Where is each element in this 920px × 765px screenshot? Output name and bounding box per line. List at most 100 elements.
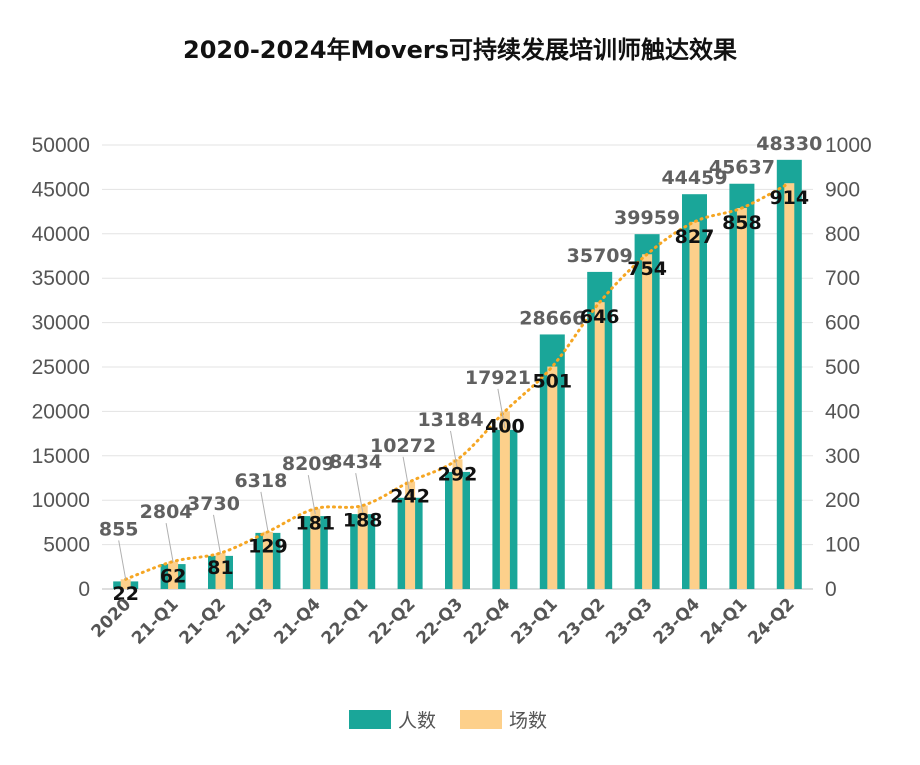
bar-sessions	[736, 208, 747, 589]
data-label-people: 39959	[614, 207, 680, 229]
leader-line	[213, 514, 221, 554]
bar-sessions	[499, 411, 510, 589]
bar-sessions	[215, 553, 226, 589]
y-right-tick-label: 1000	[825, 134, 872, 157]
bar-sessions	[689, 221, 700, 589]
leader-line	[307, 475, 316, 515]
y-right-tick-label: 400	[825, 400, 860, 423]
data-label-sessions: 914	[769, 187, 809, 209]
data-label-people: 10272	[370, 435, 436, 457]
y-right-tick-label: 100	[825, 534, 860, 557]
leader-line	[355, 473, 364, 513]
x-tick-label: 22-Q3	[413, 594, 467, 648]
data-label-people: 28666	[519, 307, 585, 329]
y-left-tick-label: 35000	[32, 267, 90, 290]
data-label-people: 17921	[465, 367, 531, 389]
leader-line	[497, 388, 506, 428]
data-label-people: 48330	[756, 133, 822, 155]
bars	[113, 159, 802, 590]
bar-sessions	[310, 508, 321, 589]
y-left-tick-label: 5000	[43, 534, 90, 557]
y-right-tick-label: 0	[825, 578, 837, 601]
data-label-sessions: 242	[390, 486, 430, 508]
bar-sessions	[357, 505, 368, 589]
trendline-path	[124, 181, 791, 581]
x-axis: 202021-Q121-Q221-Q321-Q422-Q122-Q222-Q32…	[88, 594, 799, 649]
leader-line	[260, 491, 269, 531]
leader-line	[118, 540, 127, 580]
bar-sessions	[262, 531, 273, 589]
y-left-tick-label: 20000	[32, 400, 90, 423]
y-left-tick-label: 50000	[32, 134, 90, 157]
data-label-sessions: 22	[112, 583, 138, 605]
data-label-sessions: 754	[627, 258, 667, 280]
data-label-people: 3730	[187, 493, 240, 515]
right-y-axis: 0 100 200 300 400 500 600 700 800 900 1000	[825, 134, 872, 601]
data-labels: 855 22 2804 62 3730 81 6318 129 8209 181 8434 188 10…	[99, 133, 822, 605]
data-label-people: 35709	[567, 245, 633, 267]
data-label-people: 8209	[282, 453, 335, 475]
data-label-people: 2804	[140, 501, 193, 523]
y-right-tick-label: 800	[825, 223, 860, 246]
legend-swatch-people	[349, 710, 391, 729]
x-tick-label: 21-Q3	[223, 594, 277, 648]
y-left-tick-label: 30000	[32, 312, 90, 335]
x-tick-label: 22-Q2	[365, 594, 419, 648]
data-label-sessions: 501	[532, 371, 572, 393]
y-right-tick-label: 900	[825, 178, 860, 201]
data-label-sessions: 181	[295, 513, 335, 535]
x-tick-label: 21-Q2	[176, 594, 230, 648]
leader-line	[165, 523, 174, 563]
data-label-sessions: 62	[160, 565, 186, 587]
y-left-tick-label: 15000	[32, 445, 90, 468]
bar-sessions	[784, 183, 795, 589]
leader-line	[402, 456, 411, 496]
data-label-sessions: 646	[580, 306, 620, 328]
x-tick-label: 24-Q2	[744, 594, 798, 648]
data-label-sessions: 188	[343, 510, 383, 532]
x-tick-label: 24-Q1	[697, 594, 751, 648]
x-tick-label: 23-Q1	[507, 594, 561, 648]
data-label-sessions: 81	[207, 557, 233, 579]
y-left-tick-label: 0	[78, 578, 90, 601]
bar-sessions	[405, 481, 416, 589]
chart-title: 2020-2024年Movers可持续发展培训师触达效果	[183, 36, 737, 64]
x-tick-label: 22-Q4	[460, 594, 515, 649]
legend-label-people: 人数	[398, 710, 436, 732]
bar-sessions	[168, 561, 179, 589]
y-right-tick-label: 700	[825, 267, 860, 290]
x-tick-label: 23-Q4	[650, 594, 705, 649]
y-left-tick-label: 10000	[32, 489, 90, 512]
bar-sessions	[594, 302, 605, 589]
left-y-axis: 0 5000 10000 15000 20000 25000 30000 35000 40000…	[32, 134, 90, 601]
data-label-sessions: 129	[248, 536, 288, 558]
y-right-tick-label: 200	[825, 489, 860, 512]
data-label-sessions: 858	[722, 212, 762, 234]
data-label-sessions: 827	[675, 226, 715, 248]
legend-label-sessions: 场数	[509, 710, 547, 732]
x-tick-label: 21-Q4	[270, 594, 325, 649]
leader-line	[450, 430, 458, 471]
bar-sessions	[547, 366, 558, 589]
y-left-tick-label: 25000	[32, 356, 90, 379]
bar-sessions	[642, 254, 653, 589]
y-left-tick-label: 45000	[32, 178, 90, 201]
bar-sessions	[452, 459, 463, 589]
y-left-tick-label: 40000	[32, 223, 90, 246]
data-label-people: 6318	[234, 470, 287, 492]
data-label-sessions: 292	[438, 463, 478, 485]
x-tick-label: 22-Q1	[318, 594, 372, 648]
y-right-tick-label: 300	[825, 445, 860, 468]
data-label-people: 44459	[661, 167, 727, 189]
data-label-people: 13184	[417, 409, 483, 431]
y-right-tick-label: 500	[825, 356, 860, 379]
y-right-tick-label: 600	[825, 312, 860, 335]
x-tick-label: 23-Q3	[602, 594, 656, 648]
data-label-people: 45637	[709, 157, 775, 179]
legend-swatch-sessions	[460, 710, 502, 729]
sessions-trendline	[124, 181, 791, 581]
bar-sessions	[120, 579, 131, 589]
data-label-sessions: 400	[485, 415, 525, 437]
